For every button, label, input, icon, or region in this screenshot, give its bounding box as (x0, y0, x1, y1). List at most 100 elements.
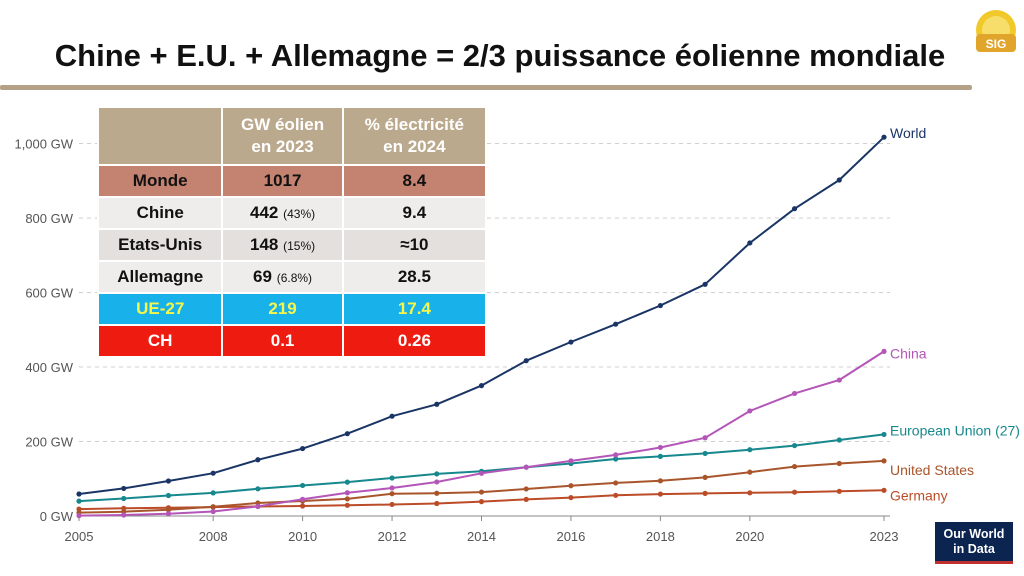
y-tick-label: 0 GW (40, 509, 74, 524)
data-point (613, 480, 619, 486)
row-elec: 17.4 (343, 294, 485, 324)
data-point (165, 492, 172, 499)
data-point (747, 240, 753, 246)
data-point (121, 485, 127, 492)
data-point (702, 435, 708, 441)
data-point (344, 502, 350, 508)
data-point (478, 489, 485, 495)
y-tick-label: 400 GW (25, 360, 73, 375)
data-point (434, 401, 440, 407)
data-point (478, 499, 485, 505)
data-point (702, 474, 708, 481)
data-point (478, 470, 485, 476)
data-point (657, 444, 663, 451)
table-row: UE-27 219 17.4 (99, 294, 485, 324)
series-label: China (890, 345, 927, 361)
row-elec: 28.5 (343, 262, 485, 292)
data-point (210, 490, 216, 496)
data-point (344, 490, 350, 496)
data-point (210, 470, 216, 476)
series-label: Germany (890, 487, 948, 503)
table-header-row: GW éolien en 2023 % électricité en 2024 (99, 108, 485, 164)
data-point (613, 452, 619, 458)
data-point (165, 511, 172, 517)
data-point (657, 453, 663, 459)
row-elec: 9.4 (343, 198, 485, 228)
y-tick-label: 1,000 GW (14, 137, 73, 152)
data-point (300, 445, 306, 452)
data-point (210, 504, 216, 510)
data-point (791, 463, 798, 470)
x-tick-label: 2016 (556, 529, 585, 544)
page-title: Chine + E.U. + Allemagne = 2/3 puissance… (54, 38, 946, 73)
data-point (165, 478, 172, 484)
row-label: Monde (99, 166, 222, 196)
row-gw: 148 (15%) (223, 230, 342, 260)
series-label: United States (890, 462, 974, 478)
data-point (434, 471, 440, 477)
wind-stats-table: GW éolien en 2023 % électricité en 2024 Mo… (97, 106, 487, 358)
data-point (523, 496, 529, 502)
data-point (523, 486, 529, 492)
y-tick-label: 600 GW (25, 286, 73, 301)
table-header-gw: GW éolien en 2023 (223, 108, 342, 164)
data-point (255, 503, 261, 509)
data-point (657, 478, 663, 484)
data-point (389, 501, 395, 508)
data-point (791, 442, 798, 449)
data-point (613, 456, 619, 462)
data-point (389, 413, 395, 419)
data-point (76, 491, 82, 497)
data-point (434, 490, 440, 496)
data-point (836, 488, 842, 494)
y-tick-label: 800 GW (25, 211, 73, 226)
data-point (613, 321, 619, 327)
svg-text:SIG: SIG (986, 37, 1007, 51)
row-label: Etats-Unis (99, 230, 222, 260)
x-tick-label: 2010 (288, 529, 317, 544)
x-tick-label: 2023 (870, 529, 899, 544)
table-row: Chine 442 (43%) 9.4 (99, 198, 485, 228)
data-point (791, 206, 798, 212)
table-row: Etats-Unis 148 (15%) ≈10 (99, 230, 485, 260)
data-point (791, 489, 798, 495)
series-line-united-states (78, 459, 885, 514)
x-tick-label: 2008 (199, 529, 228, 544)
data-point (344, 431, 350, 437)
table-row: CH 0.1 0.26 (99, 326, 485, 356)
data-point (344, 479, 350, 485)
table-row: Allemagne 69 (6.8%) 28.5 (99, 262, 485, 292)
data-point (657, 302, 663, 309)
x-tick-label: 2018 (646, 529, 675, 544)
data-point (881, 458, 887, 464)
row-label: UE-27 (99, 294, 222, 324)
data-point (747, 469, 753, 475)
data-point (836, 177, 842, 183)
data-point (300, 503, 306, 509)
row-label: Chine (99, 198, 222, 228)
data-point (702, 490, 708, 496)
table-header-elec: % électricité en 2024 (343, 108, 485, 164)
y-tick-label: 200 GW (25, 435, 73, 450)
data-point (121, 495, 127, 502)
data-point (791, 390, 798, 397)
data-point (210, 508, 216, 515)
data-point (165, 507, 172, 513)
data-point (747, 490, 753, 496)
data-point (747, 447, 753, 453)
data-point (881, 348, 887, 354)
row-label: CH (99, 326, 222, 356)
row-gw: 69 (6.8%) (223, 262, 342, 292)
data-point (434, 479, 440, 485)
data-point (747, 408, 753, 414)
x-tick-label: 2012 (378, 529, 407, 544)
data-point (836, 437, 842, 443)
data-point (389, 475, 395, 481)
data-point (389, 485, 395, 491)
data-point (657, 491, 663, 497)
data-point (702, 450, 708, 457)
data-point (836, 460, 842, 467)
data-point (881, 431, 887, 438)
row-elec: ≈10 (343, 230, 485, 260)
